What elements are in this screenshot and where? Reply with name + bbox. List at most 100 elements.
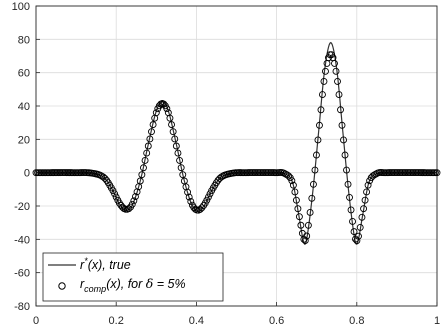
- comp-marker: [136, 177, 144, 185]
- legend-comp-prefix: r: [80, 277, 85, 291]
- series-comp-markers: [32, 51, 441, 245]
- comp-marker: [308, 194, 316, 202]
- comp-marker: [320, 77, 328, 85]
- comp-marker: [304, 221, 312, 229]
- comp-marker: [337, 106, 344, 114]
- comp-marker: [361, 196, 369, 204]
- comp-marker: [174, 149, 182, 157]
- comp-marker: [144, 142, 152, 150]
- comp-marker: [125, 205, 133, 213]
- comp-marker: [358, 213, 366, 221]
- comp-marker: [141, 156, 149, 164]
- comp-marker: [196, 206, 204, 213]
- comp-marker: [138, 171, 146, 179]
- comp-marker: [311, 166, 319, 174]
- y-tick-label: -60: [14, 268, 30, 280]
- legend-comp-mid: (x), for: [106, 277, 146, 291]
- x-tick-label: 1: [434, 315, 440, 327]
- comp-marker: [204, 193, 212, 201]
- comp-marker: [301, 237, 309, 245]
- x-tick-label: 0: [33, 315, 39, 327]
- y-tick-label: 80: [18, 34, 30, 46]
- comp-marker: [198, 204, 206, 212]
- comp-marker: [353, 237, 361, 245]
- legend-comp-symbol: δ: [146, 276, 154, 291]
- axes: [35, 5, 438, 307]
- y-tick-label: -80: [14, 301, 30, 313]
- comp-marker: [177, 164, 185, 172]
- comp-marker: [297, 221, 305, 229]
- legend-box: [42, 252, 224, 302]
- x-tick-label: 0.4: [189, 315, 204, 327]
- comp-marker: [130, 197, 138, 205]
- legend: r*(x), true rcomp(x), for δ = 5%: [42, 252, 224, 302]
- legend-entry-comp: rcomp(x), for δ = 5%: [80, 276, 186, 294]
- y-tick-label: 0: [24, 168, 30, 180]
- x-tick-label: 0.8: [349, 315, 364, 327]
- legend-true-sup: *: [84, 256, 88, 266]
- y-tick-label: 40: [18, 101, 30, 113]
- comp-marker: [168, 121, 175, 129]
- comp-marker: [350, 228, 358, 236]
- comp-marker: [152, 109, 160, 117]
- comp-marker: [285, 172, 293, 180]
- comp-marker: [433, 169, 441, 177]
- legend-marker-swatch: [58, 282, 66, 290]
- comp-marker: [187, 198, 195, 205]
- comp-marker: [172, 142, 180, 150]
- comp-marker: [317, 106, 325, 114]
- plot-area-frame: [35, 5, 438, 307]
- comp-marker: [349, 218, 356, 225]
- comp-marker: [319, 91, 326, 99]
- comp-marker: [111, 190, 119, 198]
- legend-true-suffix: (x), true: [88, 258, 131, 272]
- comp-marker: [169, 128, 177, 136]
- comp-marker: [289, 181, 297, 189]
- y-tick-label: -40: [14, 234, 30, 246]
- comp-marker: [295, 213, 303, 221]
- comp-marker: [176, 156, 184, 164]
- series-true-line: [36, 41, 437, 245]
- comp-marker: [179, 171, 187, 179]
- comp-marker: [184, 188, 192, 196]
- comp-marker: [372, 170, 380, 178]
- comp-marker: [364, 181, 372, 189]
- comp-marker: [344, 180, 352, 188]
- x-tick-label: 0.6: [269, 315, 284, 327]
- series-true-path: [36, 41, 437, 245]
- comp-marker: [163, 105, 171, 113]
- comp-marker: [347, 206, 355, 214]
- comp-marker: [294, 205, 302, 213]
- y-tick-label: 60: [18, 68, 30, 80]
- comp-marker: [303, 232, 311, 240]
- comp-marker: [309, 180, 317, 188]
- comp-marker: [292, 196, 300, 204]
- legend-true-prefix: r: [80, 258, 85, 272]
- comp-marker: [148, 128, 155, 136]
- y-tick-label: -20: [14, 201, 30, 213]
- comp-marker: [338, 121, 346, 129]
- comp-marker: [288, 177, 296, 185]
- comp-marker: [313, 151, 320, 159]
- comp-marker: [334, 77, 341, 85]
- comp-marker: [360, 205, 368, 213]
- comp-marker: [356, 223, 364, 231]
- legend-entry-true: r*(x), true: [80, 256, 131, 272]
- comp-marker: [112, 193, 120, 201]
- comp-marker: [171, 135, 179, 143]
- comp-marker: [332, 67, 340, 75]
- comp-marker: [185, 193, 193, 201]
- comp-marker: [166, 114, 174, 122]
- comp-marker: [322, 67, 329, 75]
- y-tick-label: 100: [12, 1, 30, 13]
- comp-marker: [143, 149, 151, 157]
- comp-marker: [131, 193, 139, 201]
- comp-marker: [291, 188, 299, 196]
- x-axis-ticks: 0 0.2 0.4 0.6 0.8 1: [33, 315, 440, 327]
- comp-marker: [340, 136, 347, 144]
- comp-marker: [331, 59, 338, 67]
- comp-marker: [314, 136, 322, 144]
- comp-marker: [203, 196, 211, 204]
- legend-comp-sub: comp: [84, 284, 106, 294]
